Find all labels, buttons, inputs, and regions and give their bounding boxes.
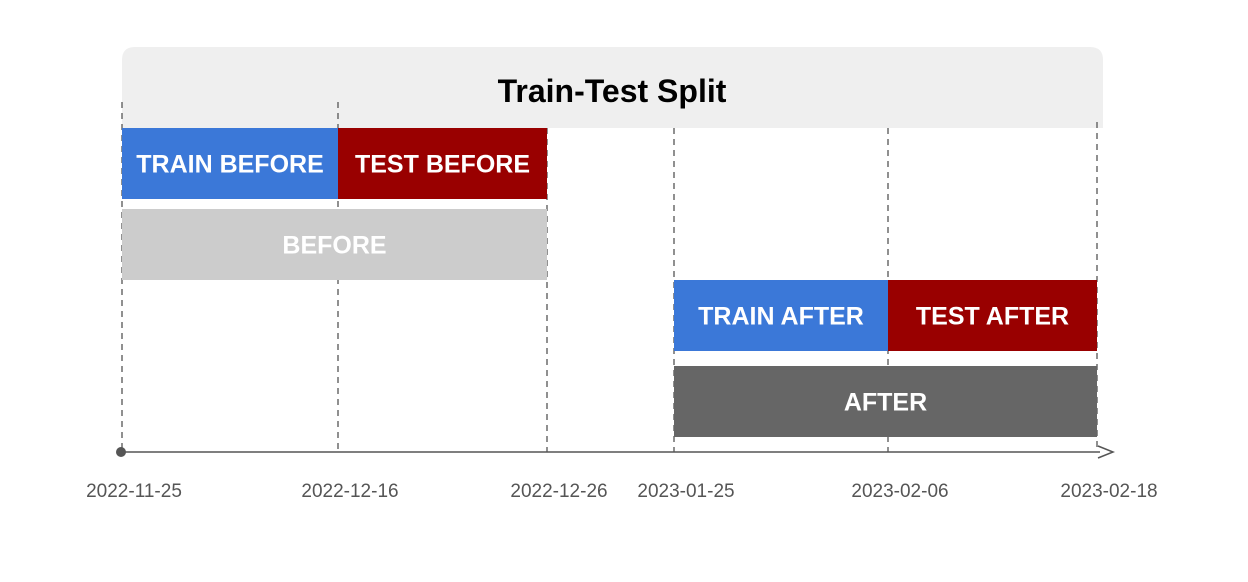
time-axis xyxy=(116,445,1116,459)
test-after-bar xyxy=(888,280,1097,351)
after-segment: AFTER xyxy=(674,366,1097,437)
after-label: AFTER xyxy=(844,389,927,417)
after-bar xyxy=(674,366,1097,437)
before-segment: BEFORE xyxy=(122,209,547,280)
train-after-segment: TRAIN AFTER xyxy=(674,280,888,351)
before-label: BEFORE xyxy=(282,232,386,260)
date-tick-label: 2023-02-18 xyxy=(1060,481,1157,502)
test-before-segment: TEST BEFORE xyxy=(338,128,547,199)
test-before-label: TEST BEFORE xyxy=(355,151,530,179)
test-before-bar xyxy=(338,128,547,199)
diagram-title: Train-Test Split xyxy=(498,73,727,109)
train-before-segment: TRAIN BEFORE xyxy=(122,128,338,199)
title-header xyxy=(122,47,1103,128)
axis-start-dot xyxy=(116,447,126,457)
train-before-bar xyxy=(122,128,338,199)
date-tick-label: 2022-12-16 xyxy=(301,481,398,502)
date-tick-labels: 2022-11-25 2022-12-16 2022-12-26 2023-01-25… xyxy=(86,481,1157,502)
before-bar xyxy=(122,209,547,280)
date-tick-label: 2023-02-06 xyxy=(851,481,948,502)
date-tick-label: 2022-12-26 xyxy=(510,481,607,502)
date-tick-label: 2022-11-25 xyxy=(86,481,182,502)
test-after-segment: TEST AFTER xyxy=(888,280,1097,351)
train-after-label: TRAIN AFTER xyxy=(698,303,864,331)
segment-bars: TRAIN BEFORE TEST BEFORE BEFORE TRAIN AFTER… xyxy=(122,128,1097,437)
train-after-bar xyxy=(674,280,888,351)
date-tick-label: 2023-01-25 xyxy=(637,481,734,502)
test-after-label: TEST AFTER xyxy=(916,303,1069,331)
axis-arrow-icon xyxy=(1097,445,1116,459)
train-before-label: TRAIN BEFORE xyxy=(136,151,324,179)
